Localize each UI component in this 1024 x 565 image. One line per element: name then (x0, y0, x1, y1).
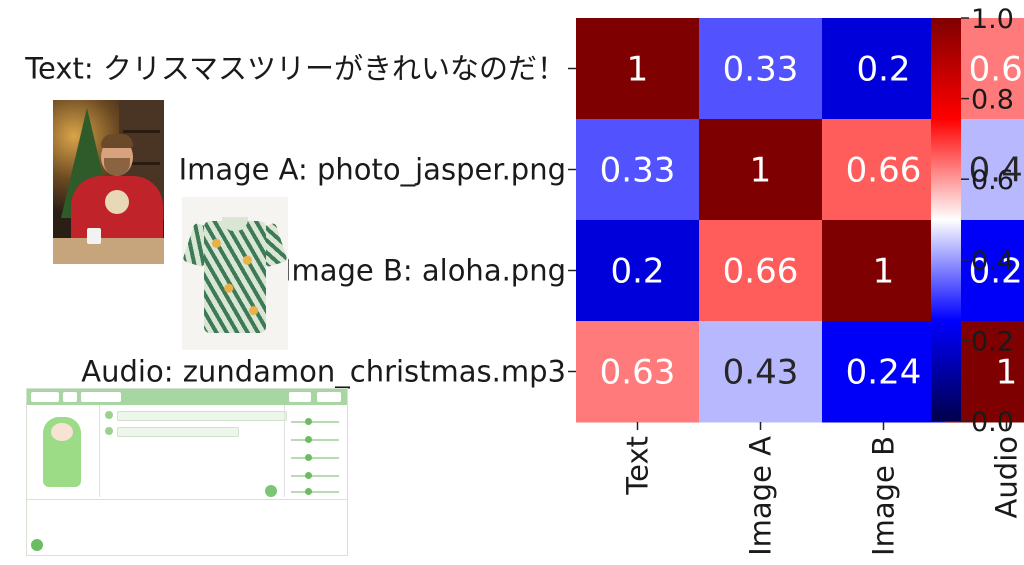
column-labels: Text Image A Image B Audio (621, 422, 1024, 556)
colorbar-tick-label: 0.8 (971, 85, 1014, 116)
column-label: Image A (744, 436, 778, 556)
photo-thumbnail (53, 100, 164, 264)
heatmap-cell (576, 18, 700, 120)
colorbar-tick-label: 0.6 (971, 165, 1014, 196)
heatmap-cell (822, 119, 946, 221)
heatmap-cell (576, 321, 700, 423)
column-label: Image B (867, 436, 901, 556)
heatmap-cell-value: 0.24 (969, 252, 1024, 292)
heatmap-cell-value: 1 (627, 50, 649, 90)
colorbar-bar (931, 18, 961, 421)
colorbar-tick-label: 1.0 (971, 4, 1014, 35)
heatmap-cell-value: 1 (750, 151, 772, 191)
app-screenshot-thumbnail (26, 388, 348, 556)
heatmap-cell-value: 0.2 (610, 252, 664, 292)
heatmap-cell (699, 119, 823, 221)
row-label: Image A: photo_jasper.png (179, 153, 566, 187)
heatmap-cell (576, 220, 700, 322)
aloha-shirt-thumbnail (182, 197, 288, 350)
row-label: Image B: aloha.png (283, 254, 566, 288)
heatmap-cell (699, 321, 823, 423)
heatmap-cell-value: 0.33 (723, 50, 799, 90)
row-label: Text: クリスマスツリーがきれいなのだ！ (24, 52, 566, 86)
colorbar: 0.0 0.2 0.4 0.6 0.8 1.0 (931, 4, 1014, 438)
row-labels: Text: クリスマスツリーがきれいなのだ！ Image A: photo_jas… (24, 52, 576, 389)
row-label: Audio: zundamon_christmas.mp3 (81, 355, 566, 389)
colorbar-tick-label: 0.2 (971, 326, 1014, 357)
heatmap-cell-value: 1 (996, 353, 1018, 393)
heatmap-cell (822, 321, 946, 423)
column-label: Text (621, 436, 655, 496)
heatmap-cell (699, 220, 823, 322)
heatmap-cell-value: 0.43 (969, 151, 1024, 191)
colorbar-tick-label: 0.4 (971, 246, 1014, 277)
heatmap-cell (822, 220, 946, 322)
heatmap-cell-value: 0.24 (846, 353, 922, 393)
heatmap-cell-value: 0.66 (846, 151, 922, 191)
heatmap-cell (576, 119, 700, 221)
heatmap-cell (822, 18, 946, 120)
heatmap-cell (699, 18, 823, 120)
heatmap-cell-value: 0.2 (856, 50, 910, 90)
column-label: Audio (990, 436, 1024, 518)
heatmap-cell-value: 0.33 (600, 151, 676, 191)
heatmap-cell-value: 0.63 (969, 50, 1024, 90)
heatmap-cell-value: 0.66 (723, 252, 799, 292)
heatmap-cell-value: 1 (873, 252, 895, 292)
heatmap-cell-value: 0.63 (600, 353, 676, 393)
colorbar-tick-label: 0.0 (971, 407, 1014, 438)
heatmap-cells (576, 18, 1024, 423)
heatmap-cell-values: 1 0.33 0.2 0.63 0.33 1 0.66 0.43 0.2 0.66 1 0.24 0.6… (600, 50, 1024, 393)
heatmap-cell-value: 0.43 (723, 353, 799, 393)
